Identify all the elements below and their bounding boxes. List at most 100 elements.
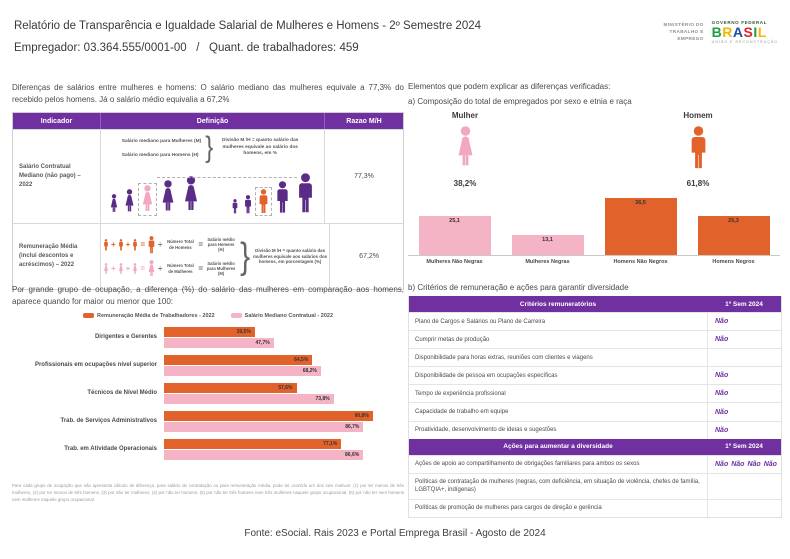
logo-tagline: UNIÃO E RECONSTRUÇÃO [711,40,778,45]
section-b-title: b) Critérios de remuneração e ações para… [408,283,629,292]
nao-badge: Não [715,318,729,326]
woman-figure [159,180,177,214]
legend-item-remuneracao: Remuneração Média de Trabalhadores - 202… [82,313,215,319]
brasil-wordmark: BRASIL [711,24,767,40]
bar-value-label: 77,1% [323,441,338,447]
indicator-table-header: Indicador Definição Razao M/H [13,113,403,129]
action-row: Ações de apoio ao compartilhamento de ob… [409,454,781,473]
elements-intro: Elementos que podem explicar as diferenç… [408,82,611,91]
nao-badge: Não [715,390,729,398]
occupation-label: Profissionais em ocupações nível superio… [34,361,157,368]
woman-icon [423,126,507,175]
women-average-formula: + + = ÷ Número Total de Mulheres = Salário méd… [103,259,237,278]
occupation-bar-chart: Dirigentes e Gerentes 39,5% 47,7% Profissio… [12,327,404,467]
composition-bar-column: 25,1 [408,216,501,255]
woman-figure [123,189,136,214]
median-figures-diagram [105,168,320,216]
wage-gap-intro: Diferenças de salários entre mulheres e … [12,83,404,104]
separator: / [196,42,200,54]
criteria-row: Disponibilidade para horas extras, reuni… [409,348,781,367]
col-indicador: Indicador [13,113,101,129]
indicator-name: Salário Contratual Mediano (não pago) – … [13,130,101,223]
median-man-figure [255,187,272,216]
composition-bars: 25,1 13,1 36,5 25,3 [408,194,780,256]
median-definition-result: Divisão M /H = quanto salário das mulher… [222,138,299,157]
criterion-value-cell: Não Não Não Não [707,455,781,473]
criterion-value-cell [707,473,781,499]
occupation-intro: Por grande grupo de ocupação, a diferenç… [12,285,404,306]
bar-category-label: Mulheres Negras [525,259,570,265]
nao-badge: Não [715,408,729,416]
occupation-label: Dirigentes e Gerentes [94,333,157,340]
bar-value-label: 39,5% [236,329,251,335]
bar-value-label: 64,5% [294,357,309,363]
occupation-bar: 73,8% [164,394,334,404]
criterion-label: Políticas de promoção de mulheres para c… [415,505,602,512]
occupation-bar: 86,6% [164,450,364,460]
criteria-row: Tempo de experiência profissional Não [409,384,781,403]
occupation-bar: 86,7% [164,422,364,432]
actions-header: Ações para aumentar a diversidade 1º Sem… [409,438,781,455]
bar-value-label: 25,1 [449,218,460,225]
occupation-group: Técnicos de Nível Médio 57,6% 73,8% [12,383,404,404]
composition-bar: 13,1 [511,234,584,255]
occupation-group: Trab. de Serviços Administrativos 90,8% 86… [12,411,404,432]
composition-bar: 36,5 [604,198,677,255]
composition-bar-column: 25,3 [687,215,780,255]
criteria-row: Plano de Cargos e Salários ou Plano de C… [409,312,781,331]
actions-period: 1º Sem 2024 [725,443,763,451]
nao-badge: Não [731,460,745,468]
bar-category-label: Mulheres Não Negras [426,259,483,265]
occupation-label: Trab. de Serviços Administrativos [60,417,157,424]
criterion-label: Políticas de contratação de mulheres (ne… [415,479,700,494]
pink-swatch [230,313,242,319]
bar-value-label: 68,2% [302,368,317,374]
criteria-row: Capacidade de trabalho em equipe Não [409,402,781,421]
nao-badge: Não [747,460,761,468]
bar-category-label: Homens Não Negros [613,259,668,265]
occupation-legend: Remuneração Média de Trabalhadores - 202… [12,313,404,319]
mean-formulas: + + = ÷ Número Total de Homens = Salário médio… [103,235,237,278]
source-footer: Fonte: eSocial. Rais 2023 e Portal Empre… [244,528,546,539]
criteria-row: Disponibilidade de pessoa em ocupações e… [409,366,781,385]
occupation-bar: 64,5% [164,355,313,365]
median-women-label: Salário mediano para Mulheres (M) [121,138,202,144]
bar-value-label: 86,7% [345,424,360,430]
col-razao: Razao M/H [346,117,382,125]
col-definicao: Definição [101,113,325,129]
criterion-label: Cumprir metas de produção [415,336,490,343]
mulher-block: Mulher 38,2% [423,111,507,188]
criteria-period: 1º Sem 2024 [725,300,763,308]
criterion-value-cell [707,499,781,518]
indicator-table: Indicador Definição Razao M/H Salário Co… [12,112,404,290]
mean-definition-cell: + + = ÷ Número Total de Homens = Salário médio… [101,224,331,289]
brace-glyph: } [240,235,251,277]
criterion-label: Proatividade, desenvolvimento de ideias … [415,427,557,434]
woman-figure [181,176,201,214]
orange-swatch [82,313,94,319]
man-figure [274,181,291,214]
composition-chart: 25,1 13,1 36,5 25,3 Mulheres Não Negras Mulh… [408,194,780,265]
bar-category-label: Homens Negros [712,259,755,265]
median-ratio-value: 77,3% [354,173,374,180]
governo-federal-label: GOVERNO FEDERAL [711,20,768,25]
criteria-header-label: Critérios remuneratórios [519,300,597,308]
legend-item-salario: Salário Mediano Contratual - 2022 [230,313,333,319]
homem-block: Homem 61,8% [656,111,740,188]
brace-glyph: } [205,130,214,165]
occupation-bar: 90,8% [164,411,373,421]
composition-bar: 25,1 [418,216,491,255]
median-men-label: Salário mediano para Homens (H) [121,152,199,158]
table-row-mediano: Salário Contratual Mediano (não pago) – … [13,129,403,223]
composition-bar-column: 13,1 [501,234,594,255]
criteria-row: Proatividade, desenvolvimento de ideias … [409,420,781,439]
methodology-footnote: Para cada grupo de ocupação que não apre… [12,483,404,502]
mean-ratio-value: 67,2% [359,253,380,260]
bar-value-label: 13,1 [542,236,553,243]
criterion-label: Plano de Cargos e Salários ou Plano de C… [415,318,546,325]
criterion-label: Tempo de experiência profissional [415,390,506,397]
occupation-bar: 47,7% [164,338,274,348]
occupation-group: Dirigentes e Gerentes 39,5% 47,7% [12,327,404,348]
nao-badge: Não [715,372,729,380]
